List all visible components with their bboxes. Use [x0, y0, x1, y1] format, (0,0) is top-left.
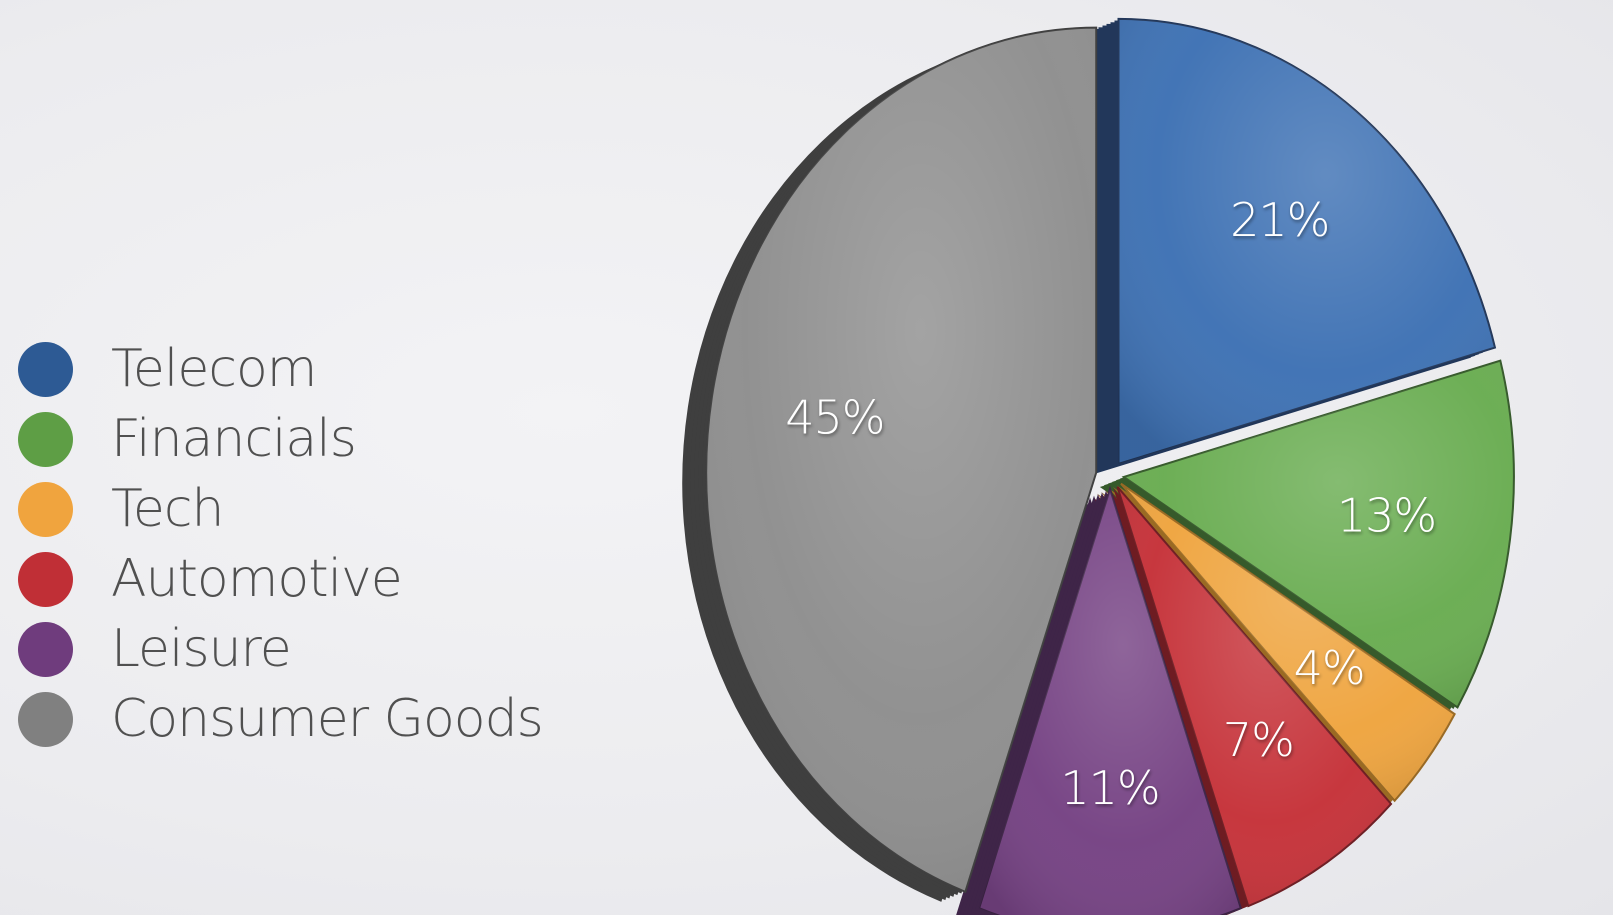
legend-swatch-consumer-goods — [18, 691, 73, 747]
legend-label-leisure: Leisure — [111, 619, 292, 679]
legend-item-financials: Financials — [18, 404, 543, 474]
legend-label-telecom: Telecom — [111, 339, 317, 399]
pie-percent-labels: 21% 13% 4%7% 11% 45% — [785, 193, 1437, 815]
pie-slice-shine-tech — [1120, 483, 1455, 801]
pie-slice-shine-automotive — [1117, 486, 1392, 907]
pie-slice-shine-consumer-goods — [706, 27, 1097, 892]
legend-swatch-tech — [18, 481, 73, 537]
pie-slice-shine-financials — [1123, 360, 1514, 708]
legend-item-tech: Tech — [18, 474, 543, 544]
pie-slice-shine-leisure — [979, 489, 1241, 915]
legend-swatch-telecom — [18, 341, 73, 397]
legend-label-consumer-goods: Consumer Goods — [111, 689, 544, 749]
legend-item-automotive: Automotive — [18, 544, 543, 614]
pie-slice-tops — [705, 17, 1515, 915]
pie-label-financials: 13% — [1337, 489, 1436, 543]
legend-swatch-automotive — [18, 551, 73, 607]
pie-label-telecom: 21% — [1230, 193, 1329, 247]
pie-label-leisure: 11% — [1060, 761, 1159, 815]
pie-label-tech: 4% — [1294, 641, 1365, 695]
pie-label-automotive: 7% — [1223, 713, 1294, 767]
pie-slice-shine-telecom — [1118, 18, 1495, 464]
legend-swatch-financials — [18, 411, 73, 467]
legend-item-leisure: Leisure — [18, 614, 543, 684]
legend-label-financials: Financials — [111, 409, 357, 469]
legend-label-tech: Tech — [111, 479, 224, 539]
legend-swatch-leisure — [18, 621, 73, 677]
legend-label-automotive: Automotive — [111, 549, 403, 609]
legend-item-telecom: Telecom — [18, 334, 543, 404]
legend-item-consumer-goods: Consumer Goods — [18, 684, 544, 754]
pie-label-consumer-goods: 45% — [785, 391, 884, 445]
chart-legend: Telecom Financials Tech Automotive Leisu… — [18, 334, 544, 754]
